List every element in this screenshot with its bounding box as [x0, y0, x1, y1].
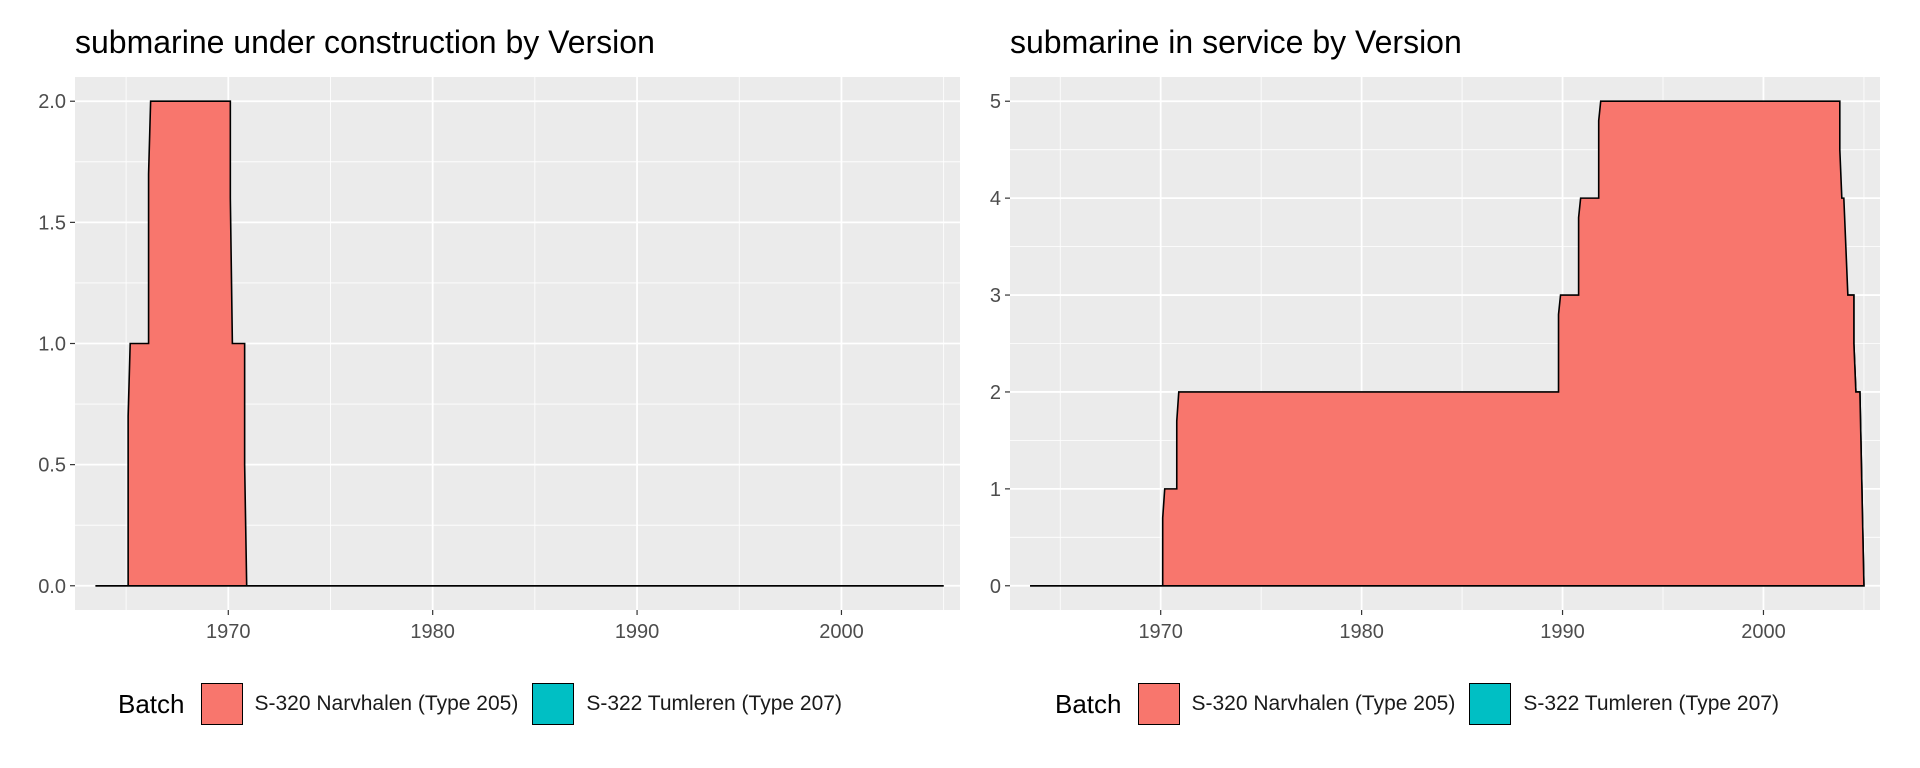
y-tick-label: 2 — [990, 382, 1001, 404]
legend-item-tumleren: S-322 Tumleren (Type 207) — [1469, 683, 1793, 725]
y-tick-label: 1.5 — [38, 212, 66, 234]
x-tick-label: 1990 — [1540, 621, 1585, 643]
plot-area: 0 1 2 3 4 5 1970 1980 1990 2000 — [990, 77, 1880, 643]
chart-panel-in-service: submarine in service by Version 0 1 2 3 4 5 19… — [940, 0, 1900, 768]
x-tick-label: 1980 — [410, 621, 455, 643]
legend: Batch S-320 Narvhalen (Type 205) S-322 T… — [1055, 680, 1793, 728]
chart-panel-under-construction: submarine under construction by Version … — [38, 24, 960, 728]
legend-label-narvhalen: S-320 Narvhalen (Type 205) — [254, 692, 519, 715]
x-tick-label: 1970 — [206, 621, 251, 643]
y-tick-label: 2.0 — [38, 91, 66, 113]
y-tick-label: 3 — [990, 285, 1001, 307]
legend-key-tumleren — [1469, 683, 1512, 725]
y-tick-label: 0 — [990, 576, 1001, 598]
area-series-1 — [1030, 100, 1865, 587]
legend-label-tumleren: S-322 Tumleren (Type 207) — [586, 692, 842, 715]
legend-key-narvhalen — [200, 683, 243, 725]
legend-item-tumleren: S-322 Tumleren (Type 207) — [532, 683, 856, 725]
legend-item-narvhalen: S-320 Narvhalen (Type 205) — [1137, 683, 1470, 725]
x-tick-label: 1980 — [1339, 621, 1384, 643]
plot-area: 0.0 0.5 1.0 1.5 2.0 1970 1980 1990 2000 — [38, 77, 960, 643]
legend-item-narvhalen: S-320 Narvhalen (Type 205) — [200, 683, 533, 725]
x-tick-label: 2000 — [819, 621, 864, 643]
y-tick-label: 1 — [990, 479, 1001, 501]
x-tick-label: 2000 — [1741, 621, 1786, 643]
legend-key-tumleren — [532, 683, 575, 725]
y-tick-label: 4 — [990, 188, 1001, 210]
chart-title: submarine in service by Version — [1010, 24, 1462, 60]
y-tick-label: 0.5 — [38, 455, 66, 477]
legend: Batch S-320 Narvhalen (Type 205) S-322 T… — [118, 680, 856, 728]
area-series-1 — [95, 100, 944, 587]
chart-title: submarine under construction by Version — [75, 24, 655, 60]
legend-label-tumleren: S-322 Tumleren (Type 207) — [1523, 692, 1779, 715]
y-tick-label: 1.0 — [38, 334, 66, 356]
legend-title: Batch — [118, 688, 185, 719]
legend-label-narvhalen: S-320 Narvhalen (Type 205) — [1191, 692, 1456, 715]
x-tick-label: 1970 — [1138, 621, 1183, 643]
y-tick-label: 0.0 — [38, 576, 66, 598]
legend-key-narvhalen — [1137, 683, 1180, 725]
legend-title: Batch — [1055, 688, 1122, 719]
y-tick-label: 5 — [990, 91, 1001, 113]
x-tick-label: 1990 — [615, 621, 660, 643]
